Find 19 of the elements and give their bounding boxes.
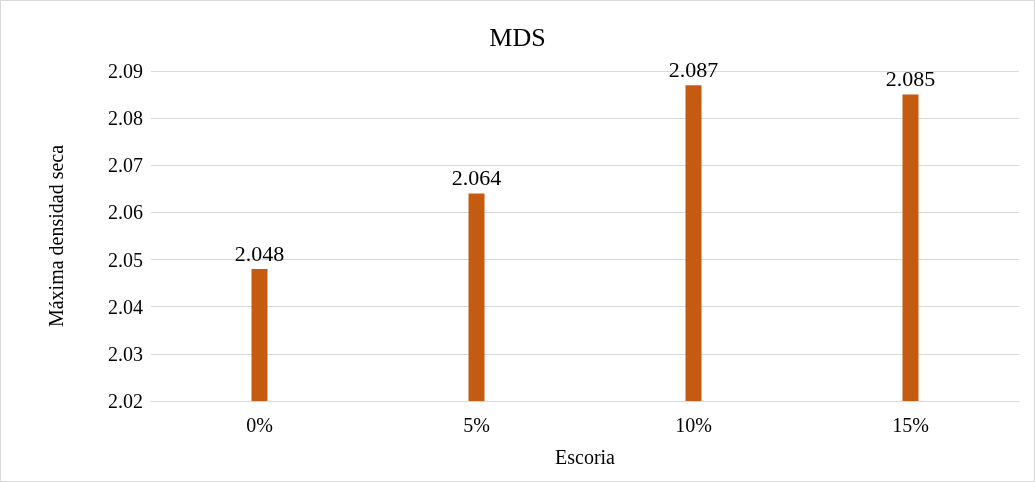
x-tick-label: 15% (892, 414, 929, 436)
y-tick-label: 2.05 (108, 248, 143, 271)
data-label: 2.085 (885, 66, 936, 92)
data-label: 2.064 (451, 165, 502, 191)
y-tick-label: 2.03 (108, 342, 143, 365)
y-tick-label: 2.04 (108, 295, 143, 318)
y-tick-label: 2.08 (108, 107, 143, 130)
data-label: 2.087 (668, 56, 719, 82)
y-tick-label: 2.09 (108, 60, 143, 82)
y-tick-label: 2.06 (108, 201, 143, 224)
y-tick-label: 2.07 (108, 154, 143, 177)
x-axis-title: Escoria (555, 446, 616, 468)
y-tick-label: 2.02 (108, 390, 143, 412)
chart-title: MDS (489, 22, 546, 52)
y-axis-title: Máxima densidad seca (45, 144, 67, 328)
data-label: 2.048 (234, 240, 285, 266)
x-tick-label: 0% (246, 414, 273, 436)
x-tick-label: 5% (463, 414, 490, 436)
x-tick-label: 10% (675, 414, 712, 436)
